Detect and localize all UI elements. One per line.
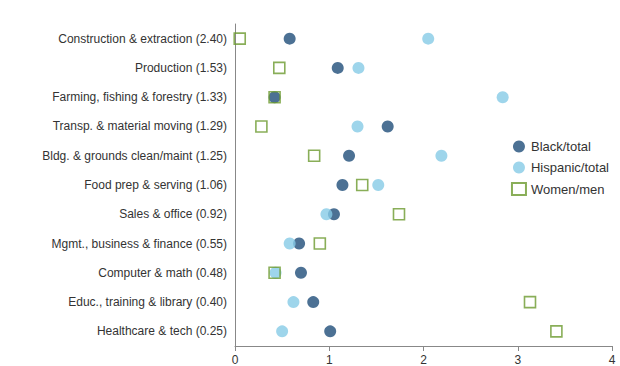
svg-text:Construction & extraction (2.4: Construction & extraction (2.40) xyxy=(58,32,227,46)
svg-text:Sales & office (0.92): Sales & office (0.92) xyxy=(119,207,227,221)
svg-text:Food prep & serving (1.06): Food prep & serving (1.06) xyxy=(84,178,227,192)
svg-text:Educ., training & library (0.4: Educ., training & library (0.40) xyxy=(68,295,227,309)
svg-text:Women/men: Women/men xyxy=(531,182,604,197)
svg-text:Transp. & material moving (1.2: Transp. & material moving (1.29) xyxy=(53,119,227,133)
svg-text:Healthcare & tech (0.25): Healthcare & tech (0.25) xyxy=(97,324,227,338)
svg-text:Mgmt., business & finance (0.5: Mgmt., business & finance (0.55) xyxy=(52,237,227,251)
svg-text:1: 1 xyxy=(326,353,333,366)
svg-text:Farming, fishing & forestry (1: Farming, fishing & forestry (1.33) xyxy=(52,90,227,104)
svg-text:4: 4 xyxy=(609,353,616,366)
svg-text:Hispanic/total: Hispanic/total xyxy=(531,160,609,175)
svg-text:3: 3 xyxy=(514,353,521,366)
svg-text:Computer & math (0.48): Computer & math (0.48) xyxy=(98,266,227,280)
svg-text:Bldg. & grounds clean/maint (1: Bldg. & grounds clean/maint (1.25) xyxy=(42,149,227,163)
svg-text:0: 0 xyxy=(232,353,239,366)
svg-text:Black/total: Black/total xyxy=(531,139,591,154)
svg-text:2: 2 xyxy=(420,353,427,366)
svg-text:Production (1.53): Production (1.53) xyxy=(135,61,227,75)
